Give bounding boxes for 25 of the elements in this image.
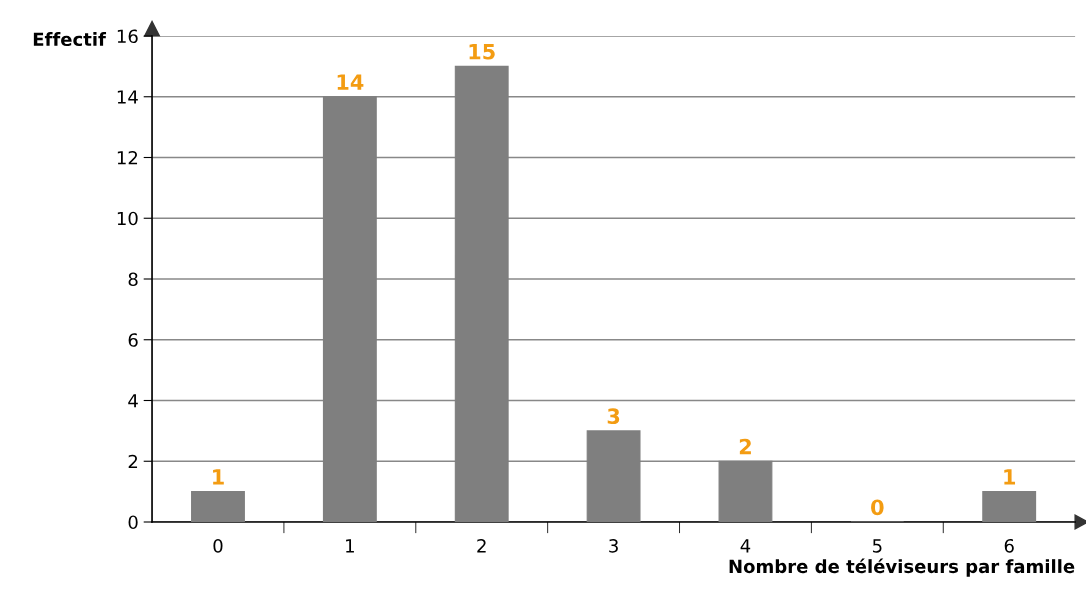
x-tick-label: 5 [872, 539, 882, 553]
y-tick-label: 16 [117, 29, 138, 44]
x-axis-title: Nombre de téléviseurs par famille [729, 558, 1075, 577]
x-tick-label: 3 [609, 538, 618, 553]
data-label: 0 [871, 499, 884, 516]
data-label: 1 [1004, 469, 1016, 485]
y-tick-label: 0 [128, 515, 138, 530]
y-tick-label: 10 [117, 211, 138, 226]
x-tick-label: 2 [477, 538, 486, 553]
x-tick-label: 1 [346, 539, 354, 553]
data-label: 15 [469, 44, 495, 60]
x-tick-label: 0 [213, 538, 223, 553]
data-label: 1 [213, 469, 224, 485]
y-tick-label: 4 [128, 394, 138, 408]
data-label: 3 [607, 408, 620, 425]
x-tick-label: 4 [740, 539, 751, 553]
data-label: 14 [337, 74, 364, 90]
y-tick-label: 12 [117, 150, 138, 165]
y-tick-label: 8 [128, 272, 138, 287]
y-tick-label: 2 [128, 454, 138, 469]
y-axis-title: Effectif [33, 32, 107, 47]
data-label: 2 [739, 438, 751, 455]
x-tick-label: 6 [1004, 538, 1014, 553]
y-tick-label: 6 [128, 333, 138, 347]
y-tick-label: 14 [117, 90, 138, 104]
